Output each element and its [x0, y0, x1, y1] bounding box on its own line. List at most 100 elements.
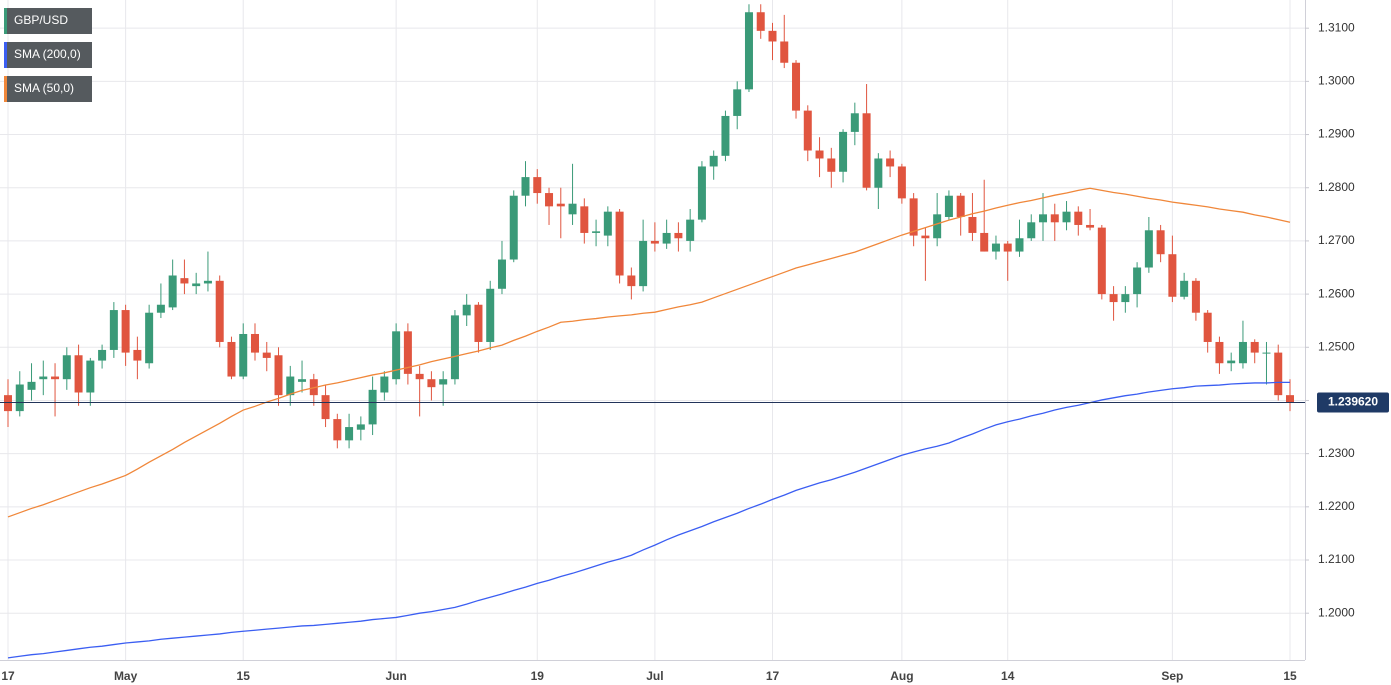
legend-label: SMA (50,0)	[14, 81, 74, 95]
candle-body	[333, 419, 342, 441]
candle-body	[815, 150, 824, 159]
candle-body	[921, 235, 930, 239]
candle-body	[1191, 280, 1200, 313]
candle-body	[944, 195, 953, 217]
candle-body	[86, 360, 95, 393]
candle-body	[1003, 243, 1012, 252]
candle-body	[580, 206, 589, 233]
candle-body	[427, 379, 436, 388]
candle-body	[756, 12, 765, 31]
candle-body	[298, 379, 307, 382]
candle-body	[956, 195, 965, 217]
candle-body	[627, 275, 636, 287]
candle-body	[497, 259, 506, 289]
candle-body	[1086, 224, 1095, 228]
candle-body	[356, 424, 365, 430]
y-tick-label: 1.3000	[1318, 74, 1355, 88]
candle-body	[345, 427, 354, 441]
candle-body	[862, 113, 871, 188]
candle-body	[15, 384, 24, 412]
x-tick-label: Jun	[385, 669, 406, 683]
last-price-tag	[1317, 392, 1389, 413]
candle-body	[768, 30, 777, 42]
legend-label: GBP/USD	[14, 13, 68, 27]
candle-body	[1133, 267, 1142, 295]
candle-body	[450, 315, 459, 380]
candle-body	[1074, 211, 1083, 225]
candle-body	[62, 355, 71, 380]
candle-body	[321, 395, 330, 420]
x-tick-label: 17	[766, 669, 780, 683]
candle-body	[380, 376, 389, 393]
candle-body	[709, 155, 718, 167]
candle-body	[109, 310, 118, 350]
candle-body	[415, 373, 424, 380]
candle-body	[215, 280, 224, 342]
candle-body	[650, 240, 659, 244]
candle-body	[1274, 352, 1283, 396]
y-tick-label: 1.2200	[1318, 499, 1355, 513]
y-tick-label: 1.2100	[1318, 552, 1355, 566]
candle-body	[1238, 341, 1247, 364]
y-tick-label: 1.2500	[1318, 339, 1355, 353]
candle-body	[721, 115, 730, 156]
candle-body	[180, 278, 189, 284]
candle-body	[227, 341, 236, 377]
candle-body	[686, 219, 695, 241]
candle-body	[556, 203, 565, 207]
x-tick-label: 15	[1283, 669, 1297, 683]
candle-body	[874, 158, 883, 188]
labels: 1.20001.21001.22001.23001.24001.25001.26…	[1, 20, 1389, 683]
candle-body	[1039, 214, 1048, 223]
candle-body	[697, 166, 706, 220]
candle-body	[780, 41, 789, 63]
candle-body	[615, 211, 624, 276]
candle-body	[933, 214, 942, 239]
candle-body	[1262, 352, 1271, 354]
legend-box	[4, 8, 92, 34]
candle-body	[27, 381, 36, 390]
candle-body	[827, 158, 836, 172]
candle-body	[521, 177, 530, 196]
candle-body	[803, 110, 812, 151]
candle-body	[203, 280, 212, 284]
candle-body	[1168, 254, 1177, 297]
y-tick-label: 1.2000	[1318, 605, 1355, 619]
candle-body	[98, 349, 107, 361]
sma-line	[7, 381, 1290, 659]
candle-body	[1121, 294, 1130, 303]
sma-line	[7, 187, 1291, 518]
candle-body	[145, 312, 154, 364]
candle-body	[121, 310, 130, 353]
y-tick-label: 1.2800	[1318, 180, 1355, 194]
candle-body	[792, 62, 801, 111]
candle-body	[1109, 294, 1118, 303]
candle-body	[286, 376, 295, 396]
candle-body	[1250, 341, 1259, 353]
candle-body	[568, 203, 577, 215]
candle-body	[1027, 222, 1036, 239]
legend-swatch	[4, 42, 7, 68]
candle-body	[509, 195, 518, 260]
candle-body	[392, 331, 401, 380]
candle-body	[733, 89, 742, 116]
candle-body	[1156, 230, 1165, 255]
plot-background	[0, 0, 1305, 660]
candle-body	[533, 177, 542, 194]
candle-body	[439, 379, 448, 385]
candle-body	[51, 376, 60, 380]
candle-body	[639, 240, 648, 287]
y-tick-label: 1.2600	[1318, 286, 1355, 300]
candle-body	[133, 349, 142, 361]
candle-body	[4, 395, 12, 412]
candle-body	[909, 198, 918, 236]
candle-body	[1062, 211, 1071, 223]
candle-body	[192, 283, 201, 287]
candle-body	[1286, 395, 1294, 403]
legend-box	[4, 42, 92, 68]
candle-body	[991, 243, 1000, 252]
candle-body	[168, 275, 177, 308]
candle-body	[980, 232, 989, 252]
marks	[0, 4, 1305, 659]
